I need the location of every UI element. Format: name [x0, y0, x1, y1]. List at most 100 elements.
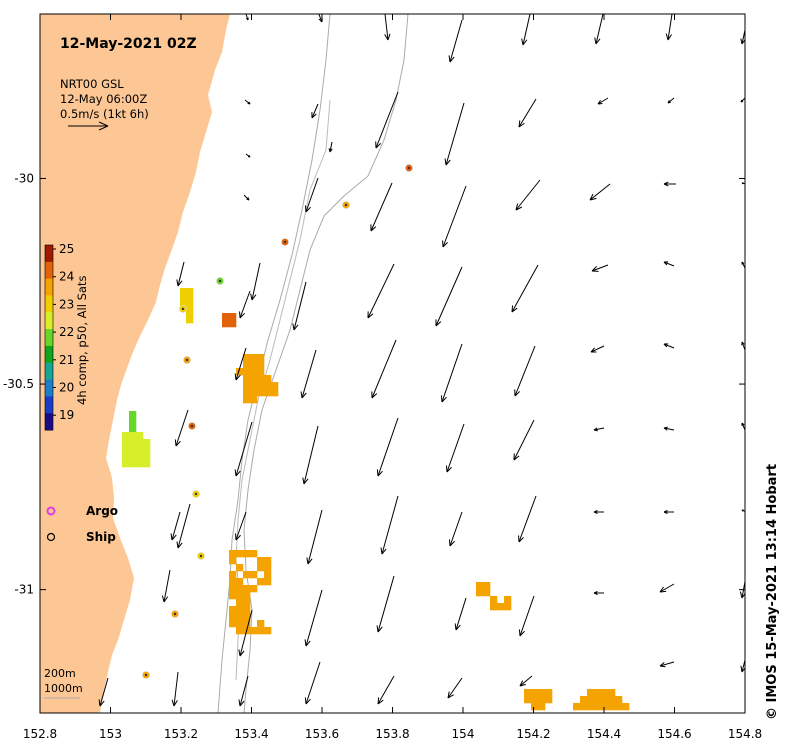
sst-cell: [250, 382, 258, 390]
sst-cell: [490, 596, 498, 604]
sst-cell: [243, 382, 251, 390]
vector-head: [245, 17, 249, 21]
colorbar-tick-label: 25: [59, 242, 74, 256]
vector-head: [663, 343, 668, 348]
current-vector: [659, 661, 675, 667]
sst-cell: [236, 592, 244, 600]
vector-head: [518, 536, 524, 543]
observation-dot-center: [190, 424, 194, 428]
sst-cell: [601, 689, 609, 697]
vector-head: [447, 694, 454, 699]
vector-head: [659, 590, 667, 593]
current-vector: [371, 339, 397, 399]
vector-head: [307, 558, 313, 565]
current-vector: [384, 14, 389, 41]
vector-head: [174, 439, 177, 447]
sst-cell: [229, 613, 237, 621]
vector-head: [384, 34, 389, 41]
vector-head: [234, 373, 237, 381]
x-tick-label: 152.8: [23, 727, 57, 741]
colorbar-tick-label: 21: [59, 353, 74, 367]
vector-head: [293, 324, 299, 331]
sst-cell: [264, 564, 272, 572]
sst-cell: [229, 313, 237, 321]
sst-cell: [243, 375, 251, 383]
sst-cell: [229, 320, 237, 328]
current-vector: [447, 677, 463, 699]
y-tick-label: -31: [14, 583, 34, 597]
observation-dot-center: [173, 612, 177, 616]
vector-head: [511, 305, 514, 313]
colorbar-segment: [45, 295, 53, 313]
current-vector: [663, 261, 675, 267]
sst-cell: [243, 354, 251, 362]
current-vector: [307, 509, 323, 565]
x-tick-label: 153.6: [305, 727, 339, 741]
colorbar-segment: [45, 261, 53, 280]
current-vector: [519, 595, 535, 637]
current-vector: [235, 511, 247, 541]
sst-cell: [476, 582, 484, 590]
vector-head: [445, 465, 448, 473]
sst-cell: [257, 354, 265, 362]
observation-dot-center: [185, 358, 189, 362]
y-tick-label: -30: [14, 171, 34, 185]
sst-cell: [271, 382, 279, 390]
sst-cell: [264, 571, 272, 579]
colorbar-tick-label: 19: [59, 408, 74, 422]
sst-cell: [531, 696, 539, 704]
colorbar-segment: [45, 396, 53, 414]
current-vector: [239, 675, 249, 707]
observation-dot-center: [144, 673, 148, 677]
vector-head: [234, 469, 237, 477]
current-vector: [251, 262, 261, 301]
colorbar-tick-label: 24: [59, 270, 74, 284]
current-vector: [377, 675, 395, 705]
sst-cell: [236, 599, 244, 607]
vector-head: [446, 466, 452, 473]
sst-cell: [573, 703, 581, 711]
sst-cell: [490, 603, 498, 611]
sst-cell: [243, 368, 251, 376]
vector-head: [304, 697, 307, 705]
sst-cell: [122, 446, 130, 454]
y-tick-label: -30.5: [3, 377, 34, 391]
sst-cell: [129, 425, 137, 433]
current-vector: [177, 503, 191, 549]
sst-cell: [243, 396, 251, 404]
current-vector: [99, 677, 109, 707]
sst-cell: [136, 432, 144, 440]
sst-cell: [545, 696, 553, 704]
sst-cell: [538, 703, 546, 711]
x-tick-label: 153: [99, 727, 122, 741]
vector-head: [170, 533, 173, 541]
vector-head: [515, 203, 519, 211]
vector-head: [234, 533, 237, 541]
credit-text: © IMOS 15-May-2021 13:14 Hobart: [765, 463, 780, 720]
vector-head: [444, 158, 447, 166]
sst-cell: [271, 389, 279, 397]
sst-cell: [594, 703, 602, 711]
vector-head: [235, 534, 241, 541]
vector-head: [318, 18, 323, 23]
vector-head: [173, 700, 178, 707]
current-vector: [305, 177, 319, 213]
sst-cell: [129, 460, 137, 468]
current-vector: [589, 183, 611, 201]
current-vector: [446, 423, 465, 473]
sst-cell: [143, 439, 151, 447]
sst-cell: [594, 696, 602, 704]
vector-head: [667, 34, 673, 41]
vector-head: [238, 699, 241, 707]
sst-cell: [129, 446, 137, 454]
vector-head: [589, 193, 594, 201]
sst-cell: [180, 295, 188, 303]
current-vector: [449, 511, 463, 547]
current-vector: [173, 671, 179, 707]
vector-head: [518, 629, 521, 637]
vector-head: [741, 261, 745, 265]
vector-head: [377, 626, 383, 633]
vector-head: [659, 662, 665, 667]
vector-head: [454, 623, 457, 631]
contour-legend-200m: 200m: [44, 667, 76, 680]
